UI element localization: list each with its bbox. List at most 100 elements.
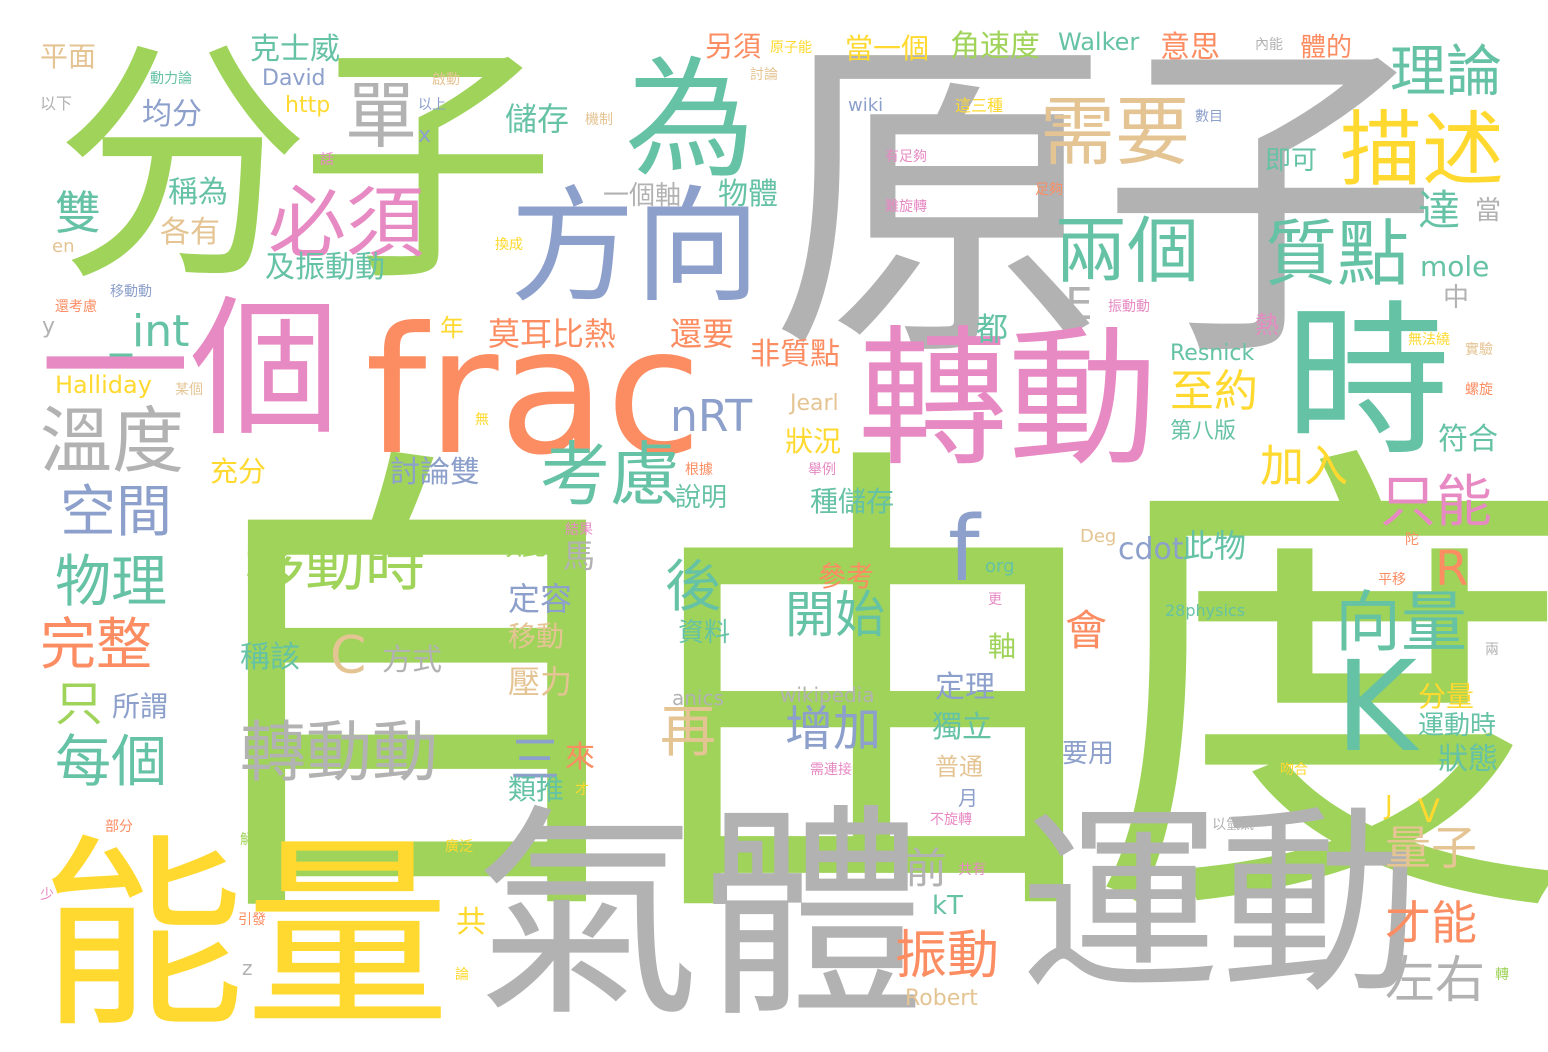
word: 分子 — [55, 19, 555, 316]
word: 氣體 — [475, 786, 925, 1048]
word: 定容 — [508, 580, 573, 618]
word: anics — [672, 686, 724, 710]
word: 說明 — [675, 483, 728, 513]
word: 部分 — [105, 819, 133, 835]
word: 月 — [958, 786, 978, 810]
word: 實驗 — [1465, 342, 1493, 358]
word: 至約 — [1170, 366, 1258, 417]
word: 稱為 — [168, 175, 228, 210]
word: 再 — [660, 700, 716, 765]
word: 狀況 — [785, 425, 842, 458]
word: 少 — [40, 887, 54, 903]
word: 論 — [455, 967, 469, 983]
word: 物理 — [55, 550, 167, 615]
word: 話 — [320, 152, 334, 168]
word: 吻合 — [1280, 762, 1308, 778]
word: 數目 — [1195, 109, 1223, 125]
word: 某個 — [175, 382, 203, 398]
word: 這三種 — [955, 96, 1004, 115]
word: 難旋轉 — [885, 199, 927, 215]
word: 第八版 — [1170, 419, 1237, 444]
word: 質點 — [1265, 212, 1410, 296]
word: 中 — [1443, 283, 1470, 313]
word: 都 — [976, 310, 1009, 348]
word: 只 — [55, 676, 104, 732]
word: 螺旋 — [1465, 382, 1493, 398]
word: 以此 — [498, 533, 546, 561]
word: 平移 — [1378, 572, 1406, 588]
word: 體的 — [1300, 33, 1353, 63]
word: 狀態 — [1438, 742, 1498, 777]
word: K — [1335, 635, 1417, 780]
word: 才 — [575, 782, 589, 798]
word: 方式 — [382, 643, 442, 678]
word: 普通 — [935, 753, 983, 781]
word: 無法繞 — [1408, 332, 1450, 348]
word: wikipedia — [780, 683, 875, 707]
word: 此物 — [1182, 527, 1247, 565]
word: 還要 — [670, 315, 735, 353]
word: 只能 — [1380, 470, 1492, 535]
word: 來 — [565, 740, 595, 775]
word: 一個軸 — [603, 181, 682, 211]
word: 莫耳比熱 — [488, 315, 617, 353]
word: 原子能 — [770, 40, 812, 56]
word: C — [330, 626, 367, 686]
word: V — [1418, 792, 1440, 830]
word: 左右 — [1385, 951, 1485, 1009]
word: wiki — [848, 95, 884, 116]
word: 啟動 — [432, 72, 460, 88]
word: 種儲存 — [810, 485, 895, 518]
word: 解釋 — [240, 832, 268, 848]
word: 舉例 — [808, 462, 836, 478]
word: 討論 — [750, 67, 778, 83]
word: 共有 — [958, 862, 986, 878]
word: 均分 — [142, 97, 202, 132]
word: 每個 — [55, 730, 167, 795]
word: 振動 — [895, 926, 1000, 986]
word: z — [242, 956, 253, 980]
word: 以氫氣 — [1212, 817, 1254, 833]
word: 轉 — [1495, 967, 1509, 983]
word: 個旋轉 — [1255, 62, 1297, 78]
word: 結果 — [565, 522, 593, 538]
word: 達 — [1418, 186, 1461, 235]
word: _int — [110, 306, 190, 357]
word: 獨立 — [932, 710, 992, 745]
word: 平面 — [40, 40, 97, 73]
word: 還考慮 — [55, 299, 97, 315]
word: 28physics — [1165, 601, 1246, 620]
word: 能量 — [40, 818, 450, 1052]
word: 描述 — [1340, 103, 1505, 198]
word: 各有 — [160, 215, 220, 250]
word: 運動 — [1020, 788, 1421, 1021]
word: 為 — [625, 44, 756, 196]
word: 所謂 — [112, 690, 169, 723]
word: 物體 — [718, 177, 778, 212]
word: R — [1435, 541, 1469, 597]
word: 兩 — [1485, 642, 1499, 658]
word: 空間 — [60, 480, 172, 545]
word: nRT — [670, 391, 753, 442]
word: 機制 — [585, 112, 613, 128]
word: 要用 — [1062, 739, 1115, 769]
word: 充分 — [210, 455, 267, 488]
word: 三 — [510, 731, 560, 789]
word: 一個 — [40, 283, 341, 457]
word: 雙 — [55, 186, 101, 240]
word: 克士威 — [250, 32, 340, 67]
word: Resnick — [1170, 341, 1255, 366]
word: 資料 — [678, 618, 731, 648]
word: 即可 — [1265, 146, 1318, 176]
word: 不旋轉 — [930, 812, 972, 828]
word: mole — [1420, 250, 1490, 283]
word: 動力論 — [150, 71, 192, 87]
word: 足夠 — [1035, 182, 1063, 198]
word: 稱該 — [240, 640, 300, 675]
word: 討論雙 — [390, 455, 480, 490]
word: 理論 — [1390, 40, 1502, 105]
word: 定理 — [935, 670, 995, 705]
word: 當一個 — [845, 32, 930, 65]
word: f — [948, 497, 980, 602]
